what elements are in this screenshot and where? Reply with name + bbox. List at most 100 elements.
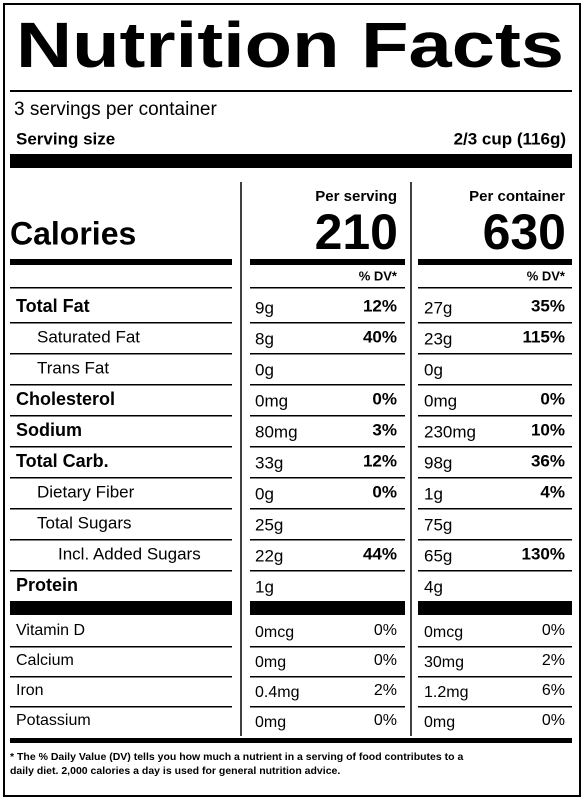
nutrient-name: Cholesterol [16,389,115,409]
daily-value: 2% [374,682,397,699]
rule [418,570,572,572]
per-container: Per container [469,188,565,205]
nutrient-name: Calcium [16,652,74,669]
amount: 230mg [424,422,476,441]
rule [10,706,232,708]
rule [250,415,405,417]
amount: 25g [255,515,283,534]
rule [10,415,232,417]
amount: 30mg [424,654,464,671]
nutrient-name: Protein [16,575,78,595]
amount: 0.4mg [255,684,299,701]
calories-serving: 210 [315,204,398,260]
rule [418,353,572,355]
daily-value: 115% [522,327,565,346]
amount: 8g [255,329,274,348]
nutrient-name: Trans Fat [37,358,109,377]
rule [418,706,572,708]
nutrient-name: Saturated Fat [37,327,140,346]
rule [250,601,405,615]
rule [250,539,405,541]
amount: 98g [424,453,452,472]
daily-value: 3% [372,420,397,439]
nutrient-name: Iron [16,682,44,699]
nutrient-name: Total Carb. [16,451,109,471]
rule [250,706,405,708]
rule [10,676,232,678]
rule [418,446,572,448]
rule [418,676,572,678]
calories-label: Calories [10,215,136,251]
amount: 0mg [255,391,288,410]
rule [418,415,572,417]
daily-value: 0% [542,622,565,639]
daily-value: 4% [540,482,565,501]
daily-value: 0% [374,622,397,639]
amount: 27g [424,298,452,317]
amount: 0g [255,360,274,379]
rule [418,601,572,615]
amount: 0mcg [255,624,294,641]
nutrient-name: Total Fat [16,296,90,316]
rule [250,287,405,289]
servings: 3 servings per container [14,99,217,120]
amount: 33g [255,453,283,472]
daily-value: 0% [540,389,565,408]
amount: 0mg [424,391,457,410]
rule [10,477,232,479]
daily-value: 35% [531,296,565,315]
thick-rule [10,154,572,168]
rule [250,477,405,479]
daily-value: 6% [542,682,565,699]
daily-value: 0% [374,652,397,669]
rule [10,90,572,92]
daily-value: 2% [542,652,565,669]
rule [10,508,232,510]
amount: 1g [255,577,274,596]
thick-rule [10,738,572,743]
rule [10,384,232,386]
rule [418,539,572,541]
daily-value: 44% [363,544,397,563]
rule [250,446,405,448]
amount: 75g [424,515,452,534]
rule [418,508,572,510]
rule [418,287,572,289]
rule [10,601,232,615]
amount: 0mg [255,654,286,671]
rule [418,322,572,324]
rule [10,353,232,355]
daily-value: 0% [374,712,397,729]
nutrient-name: Potassium [16,712,91,729]
rule [10,446,232,448]
nutrient-name: Incl. Added Sugars [58,544,201,563]
daily-value: 40% [363,327,397,346]
daily-value: 0% [372,389,397,408]
dv-header: % DV* [359,268,398,283]
rule [10,539,232,541]
amount: 1.2mg [424,684,468,701]
nutrient-name: Sodium [16,420,82,440]
label-border [3,3,581,797]
amount: 0g [424,360,443,379]
daily-value: 0% [372,482,397,501]
amount: 4g [424,577,443,596]
amount: 0mcg [424,624,463,641]
serving-size: 2/3 cup (116g) [454,129,566,148]
rule [250,570,405,572]
calories-container: 630 [483,204,566,260]
serving-size-label: Serving size [16,129,115,148]
rule [10,287,232,289]
rule [250,646,405,648]
amount: 23g [424,329,452,348]
amount: 0mg [424,714,455,731]
per-serving: Per serving [315,188,397,205]
rule [250,259,405,265]
rule [250,322,405,324]
daily-value: 130% [522,544,565,563]
rule [250,353,405,355]
rule [418,384,572,386]
rule [250,384,405,386]
